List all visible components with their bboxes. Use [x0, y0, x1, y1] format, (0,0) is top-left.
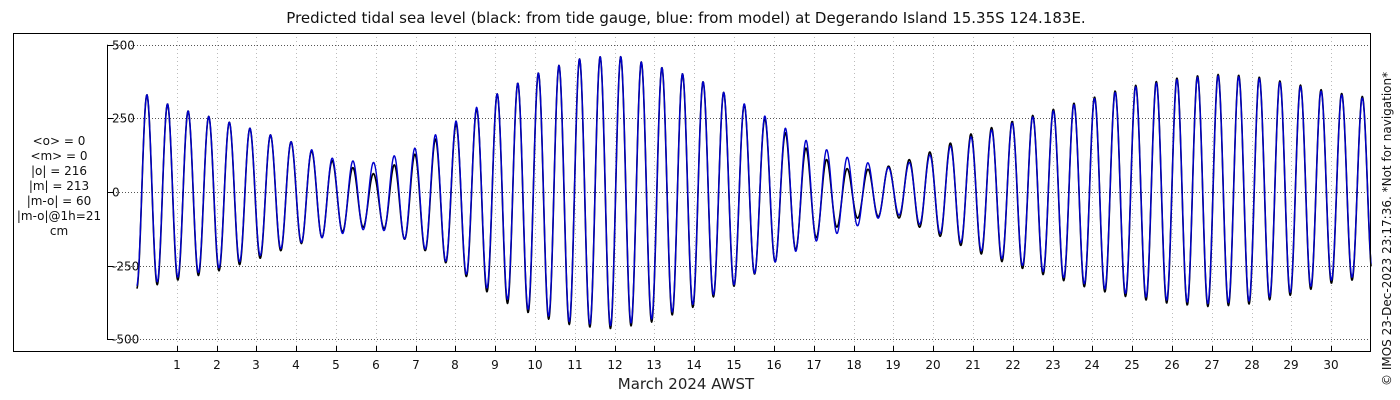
x-tick-label: 4: [292, 358, 300, 372]
x-tick-label: 20: [925, 358, 940, 372]
chart-title: Predicted tidal sea level (black: from t…: [286, 9, 1086, 27]
stat-abs-observed: |o| = 216: [30, 164, 87, 178]
y-tick-label: 500: [112, 39, 135, 53]
x-tick-label: 28: [1244, 358, 1259, 372]
x-tick-label: 16: [766, 358, 781, 372]
x-tick-label: 1: [173, 358, 181, 372]
y-tick-label: 0: [112, 186, 120, 200]
x-tick-label: 18: [846, 358, 861, 372]
x-tick-label: 11: [567, 358, 582, 372]
y-tick-label: 250: [112, 112, 135, 126]
x-tick-label: 30: [1323, 358, 1338, 372]
x-tick-label: 17: [806, 358, 821, 372]
stat-abs-model: |m| = 213: [28, 179, 90, 193]
stats-panel: <o> = 0 <m> = 0 |o| = 216 |m| = 213 |m-o…: [4, 134, 114, 239]
x-tick-label: 22: [1005, 358, 1020, 372]
x-tick-label: 8: [451, 358, 459, 372]
y-tick-label: -250: [112, 260, 139, 274]
x-tick-label: 19: [885, 358, 900, 372]
stat-abs-diff-1h: |m-o|@1h=21: [16, 209, 102, 223]
series-line-model: [136, 56, 1372, 327]
stat-mean-model: <m> = 0: [30, 149, 88, 163]
x-tick-label: 9: [491, 358, 499, 372]
x-tick-label: 24: [1084, 358, 1099, 372]
x-tick-label: 6: [372, 358, 380, 372]
series-group: [136, 55, 1372, 330]
stat-mean-observed: <o> = 0: [32, 134, 86, 148]
x-tick-label: 14: [686, 358, 701, 372]
x-tick-label: 3: [252, 358, 260, 372]
x-axis-label: March 2024 AWST: [617, 375, 755, 393]
x-tick-label: 29: [1283, 358, 1298, 372]
y-tick-label: -500: [112, 333, 139, 347]
x-tick-label: 13: [646, 358, 661, 372]
x-tick-label: 21: [965, 358, 980, 372]
x-tick-label: 7: [412, 358, 420, 372]
x-tick-label: 15: [726, 358, 741, 372]
x-tick-label: 23: [1045, 358, 1060, 372]
x-tick-label: 27: [1204, 358, 1219, 372]
x-tick-label: 5: [332, 358, 340, 372]
x-tick-label: 26: [1164, 358, 1179, 372]
x-tick-label: 2: [213, 358, 221, 372]
stat-unit: cm: [49, 224, 69, 238]
stat-abs-diff: |m-o| = 60: [26, 194, 92, 208]
x-tick-label: 25: [1124, 358, 1139, 372]
copyright-notice: © IMOS 23-Dec-2023 23:17:36. *Not for na…: [1380, 71, 1394, 386]
x-tick-label: 10: [527, 358, 542, 372]
grid: [107, 33, 1371, 351]
figure-frame: [13, 33, 1371, 352]
x-tick-label: 12: [607, 358, 622, 372]
